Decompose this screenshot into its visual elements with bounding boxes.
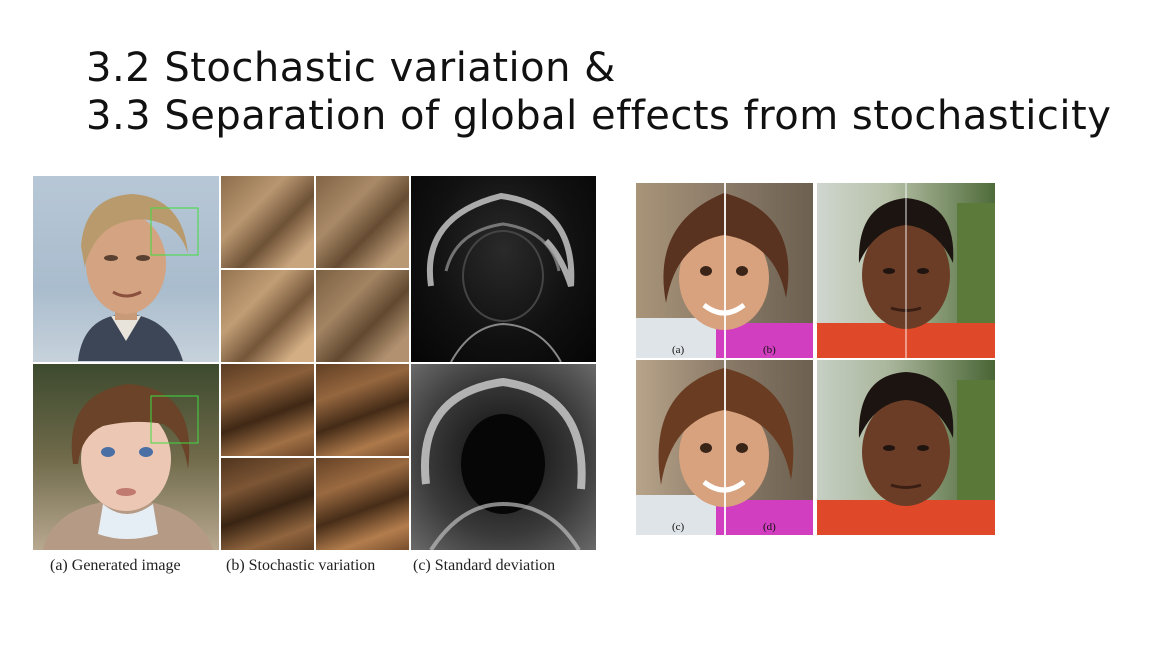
panel-child-bottom: (c) (d) (636, 360, 813, 535)
stochastic-crop-7 (221, 458, 314, 550)
generated-image-man (33, 176, 219, 362)
title-line-1: 3.2 Stochastic variation & (86, 45, 616, 91)
stochastic-crop-5 (221, 364, 314, 456)
figure-captions: (a) Generated image (b) Stochastic varia… (33, 557, 596, 579)
stochastic-crop-1 (221, 176, 314, 268)
std-deviation-child (411, 364, 596, 550)
panel-child-top: (a) (b) (636, 183, 813, 358)
caption-stochastic-variation: (b) Stochastic variation (226, 557, 376, 574)
stochastic-variation-figure (33, 176, 596, 550)
noise-application-figure: (a) (b) (c) (d) (636, 183, 995, 535)
crop-box (150, 207, 199, 256)
label-a: (a) (672, 344, 685, 356)
crop-box (150, 395, 199, 444)
label-b: (b) (763, 344, 776, 356)
label-d: (d) (763, 521, 776, 533)
title-line-2: 3.3 Separation of global effects from st… (86, 93, 1112, 139)
caption-standard-deviation: (c) Standard deviation (413, 557, 556, 574)
panel-man-bottom (817, 360, 995, 535)
slide-title: 3.2 Stochastic variation & 3.3 Separatio… (86, 44, 1111, 140)
caption-generated-image: (a) Generated image (50, 557, 181, 574)
stochastic-crop-6 (316, 364, 409, 456)
stochastic-crop-8 (316, 458, 409, 550)
stochastic-crop-2 (316, 176, 409, 268)
panel-man-top (817, 183, 995, 358)
label-c: (c) (672, 521, 685, 533)
generated-image-child (33, 364, 219, 550)
stochastic-crop-3 (221, 270, 314, 362)
stochastic-crop-4 (316, 270, 409, 362)
std-deviation-man (411, 176, 596, 362)
